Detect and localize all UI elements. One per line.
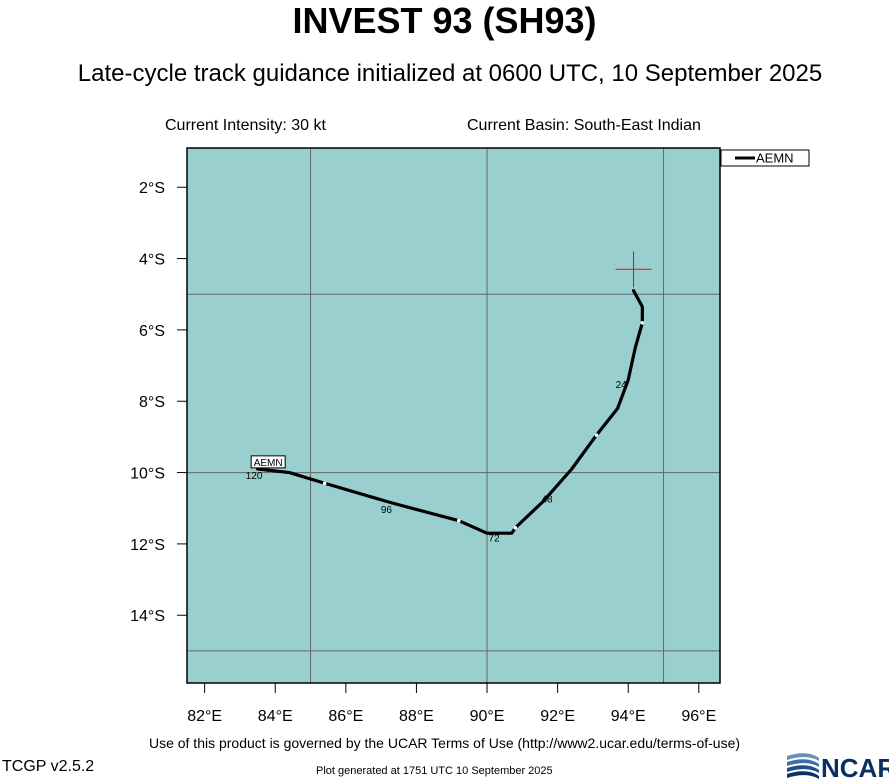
ncar-logo-mark bbox=[787, 753, 819, 779]
ncar-logo: NCAR bbox=[787, 753, 889, 780]
page-subtitle: Late-cycle track guidance initialized at… bbox=[77, 60, 823, 87]
current-basin-label: Current Basin: South-East Indian bbox=[467, 117, 701, 134]
lat-tick-label: 2°S bbox=[139, 180, 165, 197]
lon-tick-label: 86°E bbox=[328, 708, 363, 725]
forecast-hour-label: 120 bbox=[246, 471, 263, 482]
forecast-hour-label: 48 bbox=[541, 494, 553, 505]
track-line-aemn bbox=[255, 289, 644, 535]
legend-label-aemn: AEMN bbox=[756, 151, 794, 166]
lon-tick-label: 88°E bbox=[399, 708, 434, 725]
forecast-hour-label: 24 bbox=[616, 380, 628, 391]
lon-tick-label: 82°E bbox=[187, 708, 222, 725]
lat-tick-label: 12°S bbox=[130, 537, 165, 554]
map-background bbox=[187, 148, 720, 683]
legend-box bbox=[720, 149, 810, 167]
lat-tick-label: 10°S bbox=[130, 466, 165, 483]
forecast-hour-label: 72 bbox=[489, 534, 501, 545]
generated-timestamp: Plot generated at 1751 UTC 10 September … bbox=[316, 765, 553, 777]
lon-tick-label: 84°E bbox=[258, 708, 293, 725]
track-tick-mark bbox=[456, 518, 461, 523]
track-end-label-box bbox=[250, 455, 286, 469]
page-title: INVEST 93 (SH93) bbox=[292, 0, 597, 41]
lon-tick-label: 90°E bbox=[470, 708, 505, 725]
lat-tick-label: 8°S bbox=[139, 394, 165, 411]
lat-tick-label: 14°S bbox=[130, 608, 165, 625]
map-frame bbox=[186, 147, 721, 684]
track-tick-mark bbox=[640, 320, 645, 325]
version-label: TCGP v2.5.2 bbox=[2, 758, 95, 775]
ncar-logo-text: NCAR bbox=[821, 753, 889, 780]
lat-tick-label: 6°S bbox=[139, 323, 165, 340]
current-intensity-label: Current Intensity: 30 kt bbox=[165, 117, 326, 134]
lon-tick-label: 96°E bbox=[681, 708, 716, 725]
lon-tick-label: 92°E bbox=[540, 708, 575, 725]
lon-tick-label: 94°E bbox=[611, 708, 646, 725]
track-tick-mark bbox=[322, 481, 327, 486]
lat-tick-label: 4°S bbox=[139, 252, 165, 269]
forecast-hour-label: 96 bbox=[381, 505, 393, 516]
terms-of-use-notice: Use of this product is governed by the U… bbox=[148, 735, 741, 751]
track-end-label: AEMN bbox=[254, 458, 283, 469]
track-tick-mark bbox=[513, 526, 518, 530]
track-tick-mark bbox=[594, 433, 599, 437]
